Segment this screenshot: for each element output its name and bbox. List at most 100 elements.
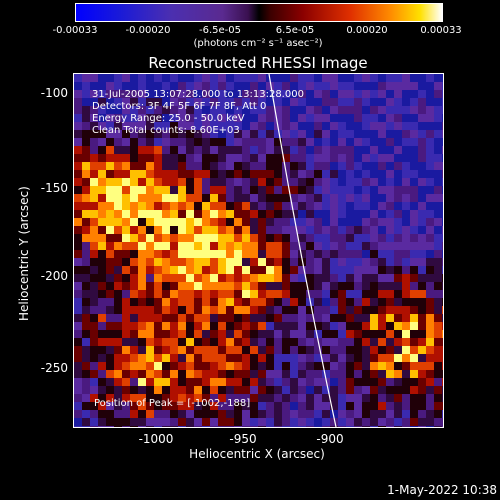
heatmap-cell [170, 114, 178, 122]
heatmap-cell [322, 154, 330, 162]
heatmap-cell [226, 386, 234, 394]
colorbar-tick: 6.5e-05 [275, 25, 315, 36]
heatmap-cell [410, 226, 418, 234]
heatmap-cell [322, 74, 330, 82]
heatmap-cell [162, 154, 170, 162]
heatmap-cell [378, 90, 386, 98]
heatmap-cell [170, 266, 178, 274]
heatmap-cell [170, 282, 178, 290]
heatmap-cell [370, 362, 378, 370]
heatmap-cell [122, 82, 130, 90]
heatmap-cell [106, 362, 114, 370]
heatmap-cell [426, 162, 434, 170]
heatmap-cell [322, 370, 330, 378]
heatmap-cell [330, 322, 338, 330]
heatmap-cell [242, 170, 250, 178]
heatmap-cell [258, 330, 266, 338]
heatmap-cell [258, 210, 266, 218]
heatmap-cell [114, 410, 122, 418]
heatmap-cell [226, 330, 234, 338]
heatmap-cell [410, 170, 418, 178]
heatmap-cell [234, 402, 242, 410]
heatmap-cell [370, 194, 378, 202]
heatmap-cell [74, 82, 82, 90]
heatmap-cell [258, 170, 266, 178]
heatmap-cell [290, 394, 298, 402]
heatmap-cell [194, 250, 202, 258]
heatmap-cell [410, 202, 418, 210]
heatmap-cell [378, 362, 386, 370]
heatmap-cell [154, 282, 162, 290]
heatmap-cell [194, 82, 202, 90]
heatmap-cell [426, 218, 434, 226]
heatmap-cell [178, 210, 186, 218]
heatmap-cell [178, 322, 186, 330]
heatmap-cell [202, 178, 210, 186]
heatmap-cell [394, 330, 402, 338]
heatmap-cell [338, 114, 346, 122]
heatmap-cell [442, 330, 443, 338]
heatmap-cell [290, 178, 298, 186]
heatmap-cell [74, 210, 82, 218]
heatmap-cell [82, 410, 90, 418]
heatmap-cell [106, 410, 114, 418]
heatmap-cell [282, 266, 290, 274]
heatmap-cell [354, 114, 362, 122]
heatmap-cell [162, 338, 170, 346]
heatmap-cell [426, 354, 434, 362]
heatmap-cell [378, 402, 386, 410]
heatmap-cell [98, 106, 106, 114]
heatmap-cell [298, 106, 306, 114]
heatmap-cell [138, 154, 146, 162]
heatmap-cell [122, 154, 130, 162]
heatmap-cell [258, 410, 266, 418]
heatmap-cell [266, 170, 274, 178]
heatmap-cell [154, 242, 162, 250]
heatmap-cell [330, 122, 338, 130]
heatmap-cell [210, 186, 218, 194]
x-tick-label: -950 [229, 432, 257, 446]
heatmap-cell [98, 362, 106, 370]
heatmap-cell [130, 130, 138, 138]
heatmap-cell [138, 258, 146, 266]
heatmap-cell [298, 138, 306, 146]
heatmap-cell [378, 154, 386, 162]
heatmap-cell [162, 266, 170, 274]
heatmap-cell [418, 346, 426, 354]
heatmap-cell [354, 186, 362, 194]
heatmap-cell [378, 370, 386, 378]
heatmap-cell [202, 346, 210, 354]
heatmap-cell [290, 402, 298, 410]
heatmap-cell [98, 218, 106, 226]
heatmap-cell [122, 394, 130, 402]
heatmap-cell [330, 186, 338, 194]
heatmap-cell [434, 354, 442, 362]
heatmap-cell [138, 410, 146, 418]
heatmap-cell [314, 410, 322, 418]
heatmap-cell [146, 346, 154, 354]
heatmap-cell [330, 314, 338, 322]
heatmap-cell [322, 234, 330, 242]
heatmap-cell [186, 418, 194, 426]
heatmap-cell [426, 194, 434, 202]
heatmap-cell [394, 74, 402, 82]
heatmap-cell [378, 170, 386, 178]
heatmap-cell [210, 242, 218, 250]
heatmap-cell [338, 410, 346, 418]
heatmap-cell [218, 146, 226, 154]
heatmap-cell [250, 370, 258, 378]
heatmap-cell [378, 194, 386, 202]
heatmap-cell [354, 266, 362, 274]
heatmap-cell [194, 170, 202, 178]
heatmap-cell [74, 146, 82, 154]
heatmap-cell [234, 90, 242, 98]
heatmap-cell [306, 274, 314, 282]
heatmap-cell [282, 394, 290, 402]
heatmap-cell [338, 322, 346, 330]
heatmap-cell [90, 290, 98, 298]
heatmap-cell [114, 178, 122, 186]
heatmap-cell [162, 106, 170, 114]
heatmap-cell [138, 178, 146, 186]
heatmap-cell [250, 306, 258, 314]
heatmap-cell [186, 74, 194, 82]
